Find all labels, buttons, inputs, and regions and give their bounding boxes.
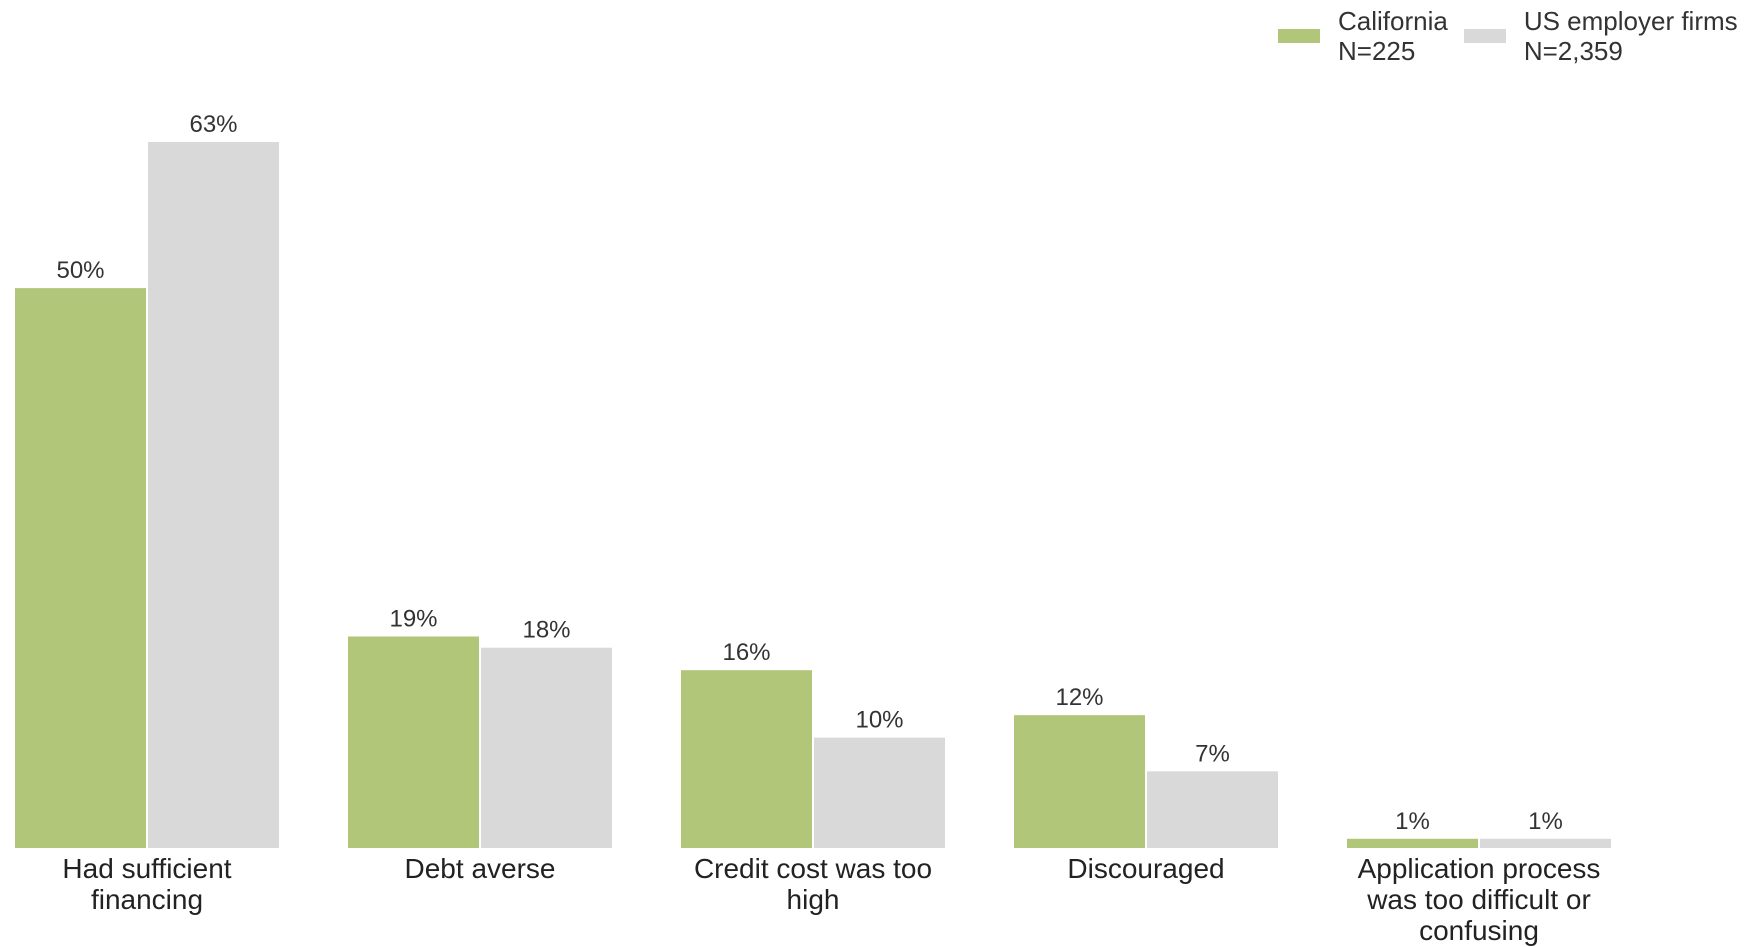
data-label: 7% [1195,740,1230,767]
legend-item-us: US employer firms N=2,359 [1463,6,1738,66]
legend-swatch-california [1278,29,1320,43]
category-label: confusing [1419,915,1539,946]
data-label: 50% [56,257,104,284]
data-label: 12% [1055,684,1103,711]
category-label: Discouraged [1067,853,1224,884]
category-label: Credit cost was too [694,853,932,884]
category-label: was too difficult or [1366,884,1591,915]
legend-label: US employer firms [1523,6,1738,36]
legend-label: California [1338,6,1448,36]
category-label: financing [91,884,203,915]
bar-california-3 [1012,713,1147,851]
legend-sublabel: N=225 [1338,36,1416,66]
legend-sublabel: N=2,359 [1523,36,1623,66]
category-label: Had sufficient [62,853,231,884]
data-label: 18% [522,617,570,644]
legend-item-california: California N=225 [1278,6,1448,66]
data-label: 10% [855,707,903,734]
bar-us-2 [812,735,947,850]
bar-us-1 [479,645,614,851]
bar-california-2 [679,668,814,851]
bar-california-1 [346,634,481,850]
bar-us-0 [146,140,281,850]
data-label: 1% [1528,808,1563,835]
legend-swatch-us [1463,29,1506,43]
data-label: 63% [189,111,237,138]
category-label: Debt averse [405,853,556,884]
legend: California N=225 US employer firms N=2,3… [1278,6,1738,66]
bar-california-4 [1345,836,1480,850]
bar-us-4 [1478,836,1613,850]
data-label: 1% [1395,808,1430,835]
bar-us-3 [1145,769,1280,850]
data-label: 16% [722,639,770,666]
category-label: Application process [1358,853,1601,884]
category-label: high [787,884,840,915]
data-label: 19% [389,605,437,632]
bar-california-0 [13,286,148,851]
